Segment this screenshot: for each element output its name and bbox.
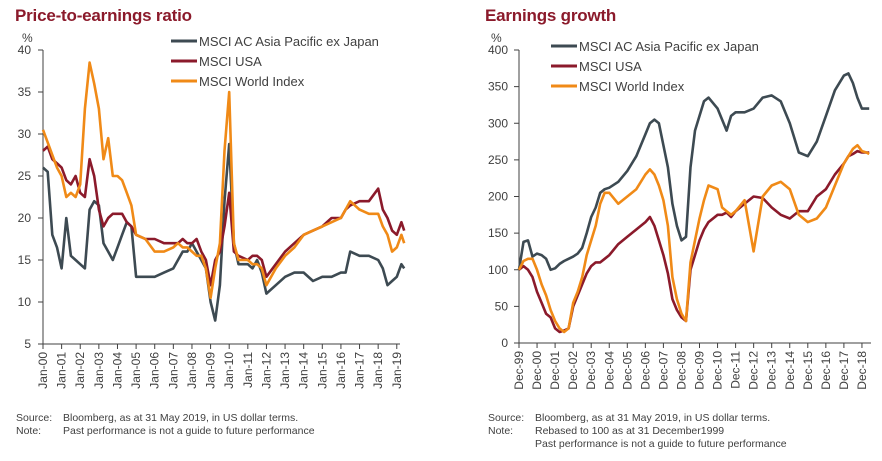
y-tick-label: 15 — [18, 253, 32, 267]
y-tick-label: 10 — [18, 295, 32, 309]
y-axis-unit: % — [22, 31, 33, 45]
x-tick-label: Jan-09 — [204, 352, 218, 389]
legend-label: MSCI USA — [199, 54, 262, 69]
x-tick-label: Dec-00 — [530, 351, 544, 390]
x-tick-label: Jan-14 — [297, 352, 311, 389]
y-tick-label: 0 — [501, 336, 508, 350]
x-tick-label: Jan-01 — [55, 352, 69, 389]
y-tick-label: 35 — [18, 85, 32, 99]
x-tick-label: Jan-06 — [148, 352, 162, 389]
x-tick-label: Dec-14 — [783, 351, 797, 390]
rebase-note: Note: Rebased to 100 as at 31 December19… — [488, 425, 787, 438]
x-tick-label: Dec-05 — [620, 351, 634, 390]
legend-label: MSCI AC Asia Pacific ex Japan — [199, 34, 379, 49]
earnings-growth-panel: Earnings growth % 0 50 100 150 200 250 300 350 40… — [441, 0, 882, 461]
y-tick-label: 20 — [18, 211, 32, 225]
x-tick-label: Jan-13 — [278, 352, 292, 389]
y-tick-label: 30 — [18, 127, 32, 141]
x-tick-label: Jan-05 — [129, 352, 143, 389]
x-tick-label: Dec-13 — [765, 351, 779, 390]
x-tick-label: Jan-15 — [315, 352, 329, 389]
x-tick-label: Jan-04 — [110, 352, 124, 389]
disclaimer-note: Past performance is not a guide to futur… — [488, 438, 787, 451]
y-tick-label: 5 — [24, 337, 31, 351]
y-tick-label: 200 — [488, 190, 508, 204]
series-line-msci-ac-asia-pacific-ex-japan — [517, 72, 870, 272]
x-tick-label: Dec-16 — [819, 351, 833, 390]
x-tick-label: Dec-18 — [855, 351, 869, 390]
y-tick-label: 50 — [495, 299, 509, 313]
legend-label: MSCI AC Asia Pacific ex Japan — [579, 39, 759, 54]
x-tick-label: Jan-19 — [390, 352, 404, 389]
x-tick-label: Dec-12 — [747, 351, 761, 390]
x-tick-label: Jan-02 — [73, 352, 87, 389]
x-tick-label: Dec-01 — [548, 351, 562, 390]
note-key: Note: — [488, 425, 514, 437]
series-line-msci-world-index — [517, 143, 870, 334]
source-note: Source: Bloomberg, as at 31 May 2019, in… — [16, 412, 315, 425]
x-tick-label: Dec-04 — [602, 351, 616, 390]
x-tick-label: Jan-03 — [92, 352, 106, 389]
chart-title: Earnings growth — [485, 6, 617, 25]
note-text: Bloomberg, as at 31 May 2019, in US doll… — [63, 412, 299, 424]
y-tick-label: 40 — [18, 43, 32, 57]
x-tick-label: Dec-07 — [656, 351, 670, 390]
x-tick-label: Jan-18 — [371, 352, 385, 389]
y-tick-label: 350 — [488, 80, 508, 94]
pe-ratio-panel: Price-to-earnings ratio % 5 10 15 20 25 30 35 40… — [15, 6, 406, 438]
y-tick-label: 25 — [18, 169, 32, 183]
pe-ratio-chart: % 5 10 15 20 25 30 35 40 Jan-00 Jan-01 Jan-02 Jan-03… — [18, 31, 406, 389]
x-tick-label: Dec-03 — [584, 351, 598, 390]
note-text: Bloomberg, as at 31 May 2019, in US doll… — [535, 412, 771, 424]
x-tick-label: Dec-11 — [729, 351, 743, 389]
x-tick-label: Jan-10 — [222, 352, 236, 389]
y-tick-label: 100 — [488, 263, 508, 277]
x-tick-label: Dec-17 — [837, 351, 851, 390]
legend-label: MSCI World Index — [579, 79, 685, 94]
note-key: Note: — [16, 425, 42, 437]
x-tick-label: Dec-15 — [801, 351, 815, 390]
x-tick-label: Jan-11 — [241, 352, 255, 388]
x-tick-label: Dec-10 — [711, 351, 725, 390]
note-text: Past performance is not a guide to futur… — [63, 425, 315, 437]
x-tick-label: Dec-02 — [566, 351, 580, 390]
disclaimer-note: Note: Past performance is not a guide to… — [16, 425, 315, 438]
chart-notes: Source: Bloomberg, as at 31 May 2019, in… — [488, 412, 787, 451]
x-tick-label: Dec-99 — [512, 351, 526, 390]
x-tick-label: Dec-08 — [674, 351, 688, 390]
y-axis-unit: % — [491, 31, 502, 45]
chart-notes: Source: Bloomberg, as at 31 May 2019, in… — [16, 412, 315, 438]
y-tick-label: 300 — [488, 116, 508, 130]
note-key — [488, 438, 535, 451]
note-key: Source: — [488, 412, 525, 424]
x-tick-label: Jan-07 — [166, 352, 180, 389]
y-tick-label: 400 — [488, 43, 508, 57]
source-note: Source: Bloomberg, as at 31 May 2019, in… — [488, 412, 787, 425]
chart-title: Price-to-earnings ratio — [15, 6, 192, 25]
note-text: Rebased to 100 as at 31 December1999 — [535, 425, 725, 437]
y-tick-label: 150 — [488, 226, 508, 240]
series-line-msci-world-index — [41, 61, 406, 300]
note-key: Source: — [16, 412, 53, 424]
x-tick-label: Dec-09 — [693, 351, 707, 390]
x-tick-label: Dec-06 — [638, 351, 652, 390]
x-tick-label: Jan-12 — [259, 352, 273, 389]
x-tick-label: Jan-08 — [185, 352, 199, 389]
x-tick-label: Jan-16 — [334, 352, 348, 389]
y-tick-label: 250 — [488, 153, 508, 167]
x-tick-label: Jan-17 — [353, 352, 367, 389]
earnings-growth-chart: % 0 50 100 150 200 250 300 350 400 Dec-99 Dec-00 Dec… — [488, 31, 871, 390]
note-text: Past performance is not a guide to futur… — [535, 438, 787, 450]
legend-label: MSCI World Index — [199, 74, 305, 89]
x-tick-label: Jan-00 — [36, 352, 50, 389]
legend-label: MSCI USA — [579, 59, 642, 74]
